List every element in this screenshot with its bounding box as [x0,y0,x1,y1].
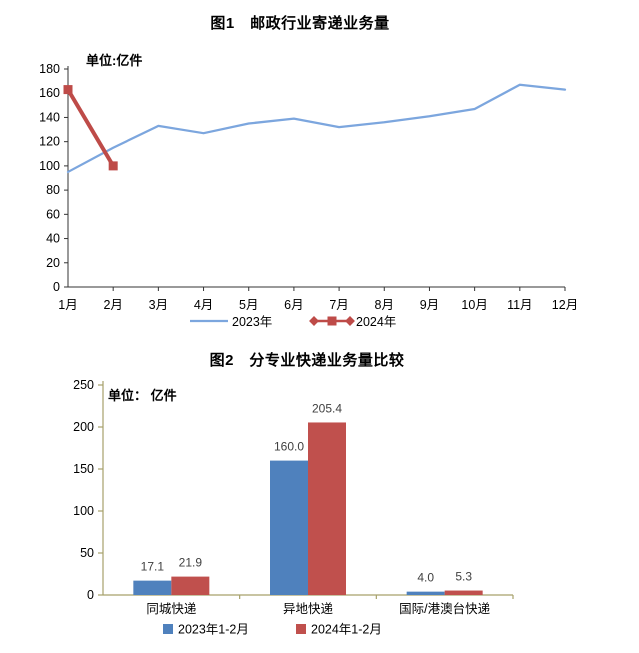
bar-value-label: 21.9 [179,556,203,570]
line-series-2023年 [66,83,567,174]
chart1-y-tick-label: 160 [39,86,60,100]
bar-2024年1-2月-cat1 [308,422,346,595]
chart1-month-label: 9月 [420,298,439,312]
chart1-y-tick-label: 20 [46,256,60,270]
chart2-legend-label-2023: 2023年1-2月 [178,623,249,637]
chart1-title: 图1 邮政行业寄递业务量 [210,15,390,32]
chart2-y-tick-label: 50 [80,546,94,560]
bar-value-label: 4.0 [417,571,434,585]
chart1-month-label: 4月 [194,298,213,312]
chart2-y-tick-label: 200 [73,420,94,434]
chart1-unit-label: 单位:亿件 [86,53,143,68]
chart1-y-tick-label: 60 [46,207,60,221]
chart1-y-tick-label: 40 [46,232,60,246]
bar-2023年1-2月-cat2 [406,591,445,595]
chart2-unit-label: 单位： 亿件 [108,388,177,403]
chart1-legend-square [327,316,337,326]
chart1-y-tick-label: 180 [39,62,60,76]
chart1-legend-diamond [345,316,355,326]
chart1-month-label: 12月 [552,298,578,312]
chart1-month-label: 5月 [239,298,258,312]
chart2-legend-label-2024: 2024年1-2月 [311,623,382,637]
chart2-legend-swatch-2024 [296,624,306,634]
chart1-month-label: 2月 [103,298,122,312]
chart2-title: 图2 分专业快递业务量比较 [209,352,405,369]
bar-value-label: 205.4 [312,401,342,415]
chart1-month-label: 1月 [58,298,77,312]
bar-2024年1-2月-cat0 [171,576,210,595]
chart1-legend-diamond [309,316,319,326]
chart1-month-label: 6月 [284,298,303,312]
chart2-category-label: 异地快递 [283,602,334,616]
chart1-month-label: 3月 [149,298,168,312]
chart2-y-tick-label: 0 [87,588,94,602]
bar-2024年1-2月-cat2 [444,590,483,595]
marker-2024年 [108,161,118,171]
chart1-y-tick-label: 140 [39,110,60,124]
bar-2023年1-2月-cat1 [270,460,308,595]
chart1-legend-label-2023: 2023年 [232,315,272,329]
chart1-y-tick-label: 80 [46,183,60,197]
chart2-category-label: 国际/港澳台快递 [399,601,490,616]
bar-value-label: 5.3 [455,570,472,584]
chart2-y-tick-label: 150 [73,462,94,476]
bar-value-label: 160.0 [274,440,304,454]
chart1-month-label: 10月 [461,298,487,312]
chart1-y-tick-label: 120 [39,135,60,149]
chart1-month-label: 8月 [375,298,394,312]
chart1-y-tick-label: 0 [53,280,60,294]
chart1-y-tick-label: 100 [39,159,60,173]
chart2-legend-swatch-2023 [163,624,173,634]
chart1-month-label: 11月 [507,298,532,312]
chart2-y-tick-label: 100 [73,504,94,518]
marker-2024年 [63,85,73,95]
chart1-month-label: 7月 [329,298,348,312]
bar-2023年1-2月-cat0 [133,580,172,595]
bar-value-label: 17.1 [141,560,165,574]
chart2-category-label: 同城快递 [146,602,197,616]
chart1-legend-label-2024: 2024年 [356,315,396,329]
chart2-y-tick-label: 250 [73,378,94,392]
line-series-2024年 [66,87,116,168]
